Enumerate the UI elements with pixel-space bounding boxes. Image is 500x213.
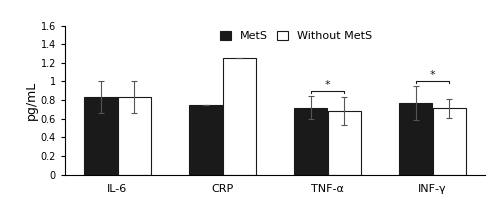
Bar	[328, 111, 361, 175]
Bar	[222, 58, 256, 175]
Bar	[84, 97, 117, 175]
Bar	[432, 108, 466, 175]
Y-axis label: pg/mL: pg/mL	[25, 81, 38, 120]
Bar	[118, 97, 151, 175]
Bar	[399, 103, 432, 175]
Text: *: *	[324, 80, 330, 90]
Bar	[294, 108, 328, 175]
Bar	[189, 105, 222, 175]
Text: *: *	[430, 70, 436, 80]
Legend: MetS, Without MetS: MetS, Without MetS	[220, 31, 372, 41]
